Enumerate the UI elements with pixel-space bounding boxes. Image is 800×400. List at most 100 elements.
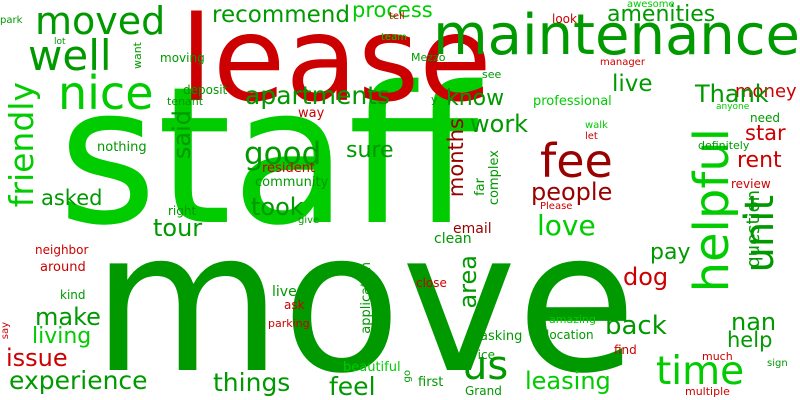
word-moving: moving [160,51,205,65]
word-far: far [473,178,488,196]
word-apartments: apartments [245,81,390,110]
word-walk: walk [585,120,608,131]
word-mezzo: Mezzo [411,51,446,64]
word-say: say [0,322,11,340]
word-anyone: anyone [716,102,750,112]
word-nice: nice [58,66,154,120]
word-help: help [727,328,773,352]
word-good: good [244,136,322,172]
word-see: see [482,68,502,81]
word-professional: professional [533,94,612,109]
word-time: time [656,349,745,394]
word-thank: Thank [695,80,769,108]
word-much: much [702,350,733,363]
word-moved: moved [35,0,166,43]
word-look: look [552,12,577,26]
word-us: us [462,343,509,389]
word-asked: asked [41,186,103,210]
word-location: location [546,328,594,342]
word-neighbor: neighbor [35,243,89,257]
word-lot: lot [54,37,66,47]
word-tenant: tenant [167,95,204,108]
word-recommend: recommend [212,2,350,28]
word-question: question [743,190,764,268]
word-right: right [168,204,197,218]
word-tell: tell [389,11,405,22]
word-maintenance: maintenance [433,3,800,68]
word-love: love [537,209,596,242]
word-amazing: amazing [549,313,596,326]
word-sure: sure [346,138,394,163]
word-money: money [735,81,797,102]
word-kind: kind [60,288,86,302]
word-email: email [453,221,492,237]
word-find: find [614,343,637,357]
word-pay: pay [650,240,691,265]
word-leasing: leasing [525,367,611,395]
word-experience: experience [9,366,148,395]
word-parking: parking [268,317,310,330]
word-beautiful: beautiful [343,360,401,375]
word-know: know [446,86,505,111]
word-ask: ask [284,298,305,312]
word-service: service [452,348,495,362]
word-staff: staff [58,46,479,267]
word-y: y [431,93,438,106]
word-rent: rent [737,148,782,173]
word-review: review [731,177,771,191]
word-amenities: amenities [607,2,716,27]
word-close: close [416,276,447,290]
word-grand: Grand [465,384,502,398]
word-work: work [470,110,529,138]
word-deposit: deposit [183,83,228,97]
word-star: star [745,121,786,145]
word-asking: asking [480,329,523,344]
word-nan: nan [731,308,777,336]
word-let: let [585,131,598,142]
word-lived: lived [272,284,306,300]
word-awesome: awesome [627,0,675,10]
word-area: area [454,255,482,309]
word-first: first [418,375,444,390]
word-give: give [298,215,320,226]
word-go: go [402,370,413,383]
word-resident: resident [262,161,316,176]
word-make: make [35,303,101,331]
word-definitely: definitely [698,139,750,152]
word-friendly: friendly [2,82,41,208]
word-sign: sign [767,358,788,369]
word-process: process [352,0,433,22]
word-well: well [28,31,112,80]
word-manager: manager [600,57,645,68]
word-back: back [605,311,667,341]
word-helpful: helpful [684,128,740,293]
word-way: way [298,106,325,121]
word-fee: fee [540,134,613,188]
word-said: said [168,110,196,160]
word-months: months [444,118,468,198]
word-nothing: nothing [97,140,147,155]
word-lease: lease [180,0,492,128]
word-move: move [92,189,637,400]
word-want: want [131,42,144,70]
word-please: Please [540,201,573,212]
word-park: park [0,15,23,26]
word-complex: complex [487,150,502,206]
word-team: team [381,32,407,43]
word-around: around [40,260,86,275]
word-people: people [531,178,613,206]
word-things: things [213,368,291,397]
word-community: community [255,175,329,190]
word-need: need [750,111,780,125]
word-dog: dog [623,263,669,291]
word-live: live [612,71,653,97]
word-issue: issue [6,344,68,372]
word-tour: tour [153,214,203,242]
word-multiple: multiple [685,385,730,398]
word-living: living [32,324,92,349]
word-took: took [251,193,304,221]
word-application: application [359,262,374,334]
word-clean: clean [434,231,472,247]
word-feel: feel [329,372,376,400]
